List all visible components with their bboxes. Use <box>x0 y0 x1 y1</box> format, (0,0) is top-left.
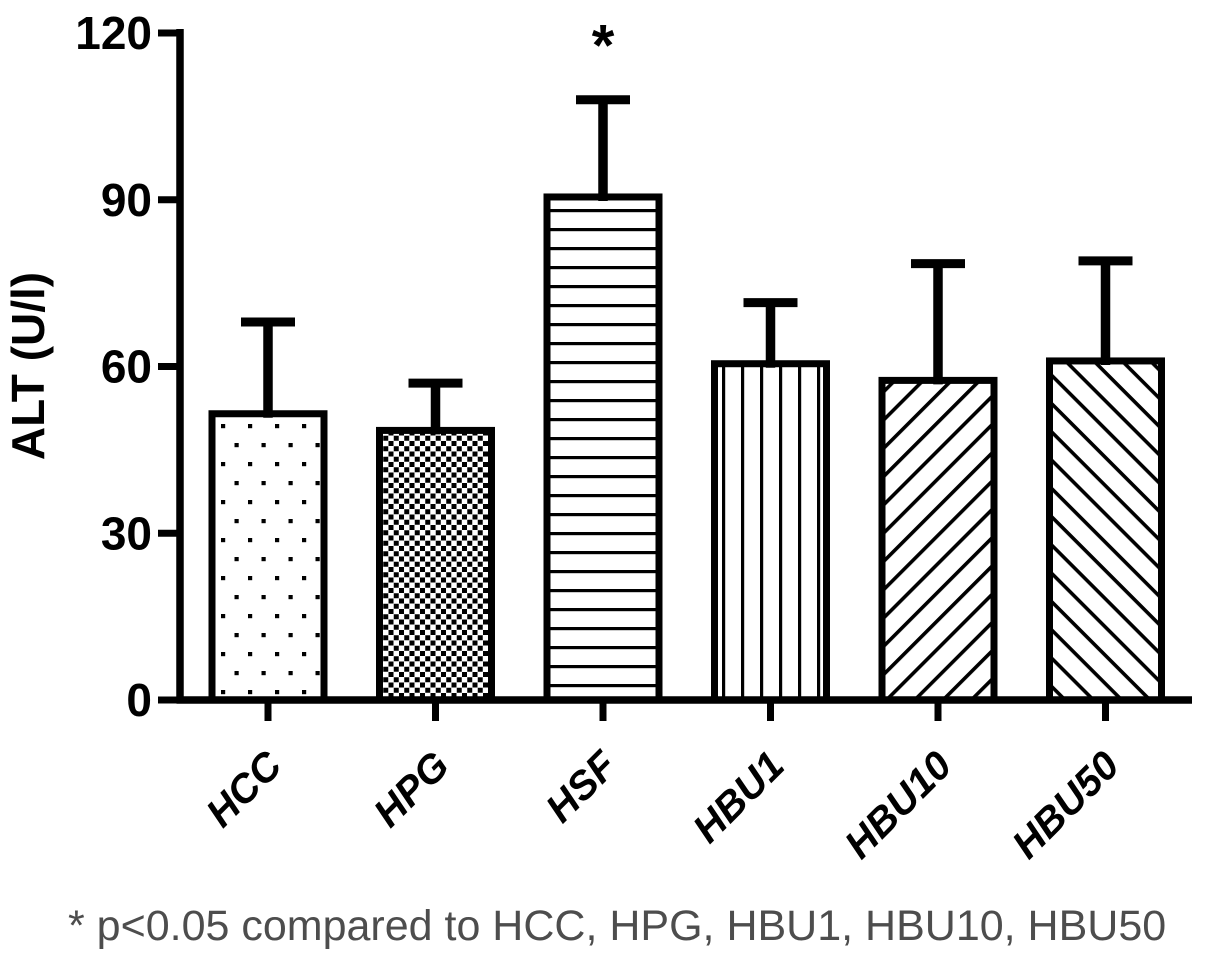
x-tick-label-HBU10: HBU10 <box>837 743 961 867</box>
x-tick-label-HBU50: HBU50 <box>1004 743 1128 867</box>
bar-HSF <box>543 193 663 704</box>
x-tick-label-HPG: HPG <box>365 743 457 835</box>
bar-HPG <box>376 426 495 704</box>
x-tick-label-HSF: HSF <box>538 742 627 831</box>
bar-HCC <box>208 410 328 704</box>
bar-HBU1 <box>711 360 830 704</box>
y-tick-label: 120 <box>75 7 152 59</box>
bar-HBU10 <box>878 376 998 704</box>
x-tick-label-HBU1: HBU1 <box>685 743 793 851</box>
x-tick-labels-group: HCC HPG HSF HBU1 HBU10 HBU50 <box>198 742 1128 867</box>
significance-annotations-group: * <box>592 14 615 79</box>
y-tick-label: 30 <box>101 507 152 559</box>
y-axis-title: ALT (U/l) <box>2 272 54 460</box>
chart-footnote: * p<0.05 compared to HCC, HPG, HBU1, HBU… <box>68 902 1166 950</box>
y-tick-label: 90 <box>101 174 152 226</box>
bars-group <box>208 193 1165 704</box>
y-tick-labels-group: 0 30 60 90 120 <box>75 7 152 726</box>
x-tick-label-HCC: HCC <box>198 742 291 835</box>
y-tick-label: 60 <box>101 341 152 393</box>
bar-HBU50 <box>1046 357 1165 704</box>
y-tick-label: 0 <box>126 674 152 726</box>
error-bars-group <box>241 95 1133 435</box>
significance-star-HSF: * <box>592 14 615 79</box>
